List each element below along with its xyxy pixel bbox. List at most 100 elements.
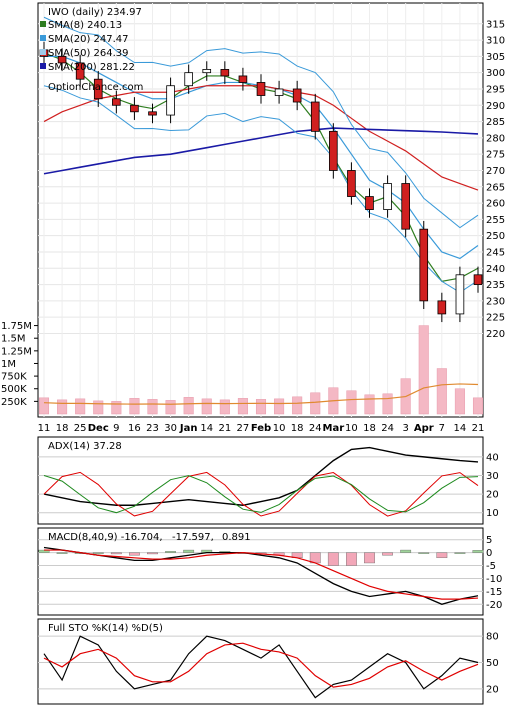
main-price-panel: 315 310 305 300 295 290 285 280 275 270 265 260 255 2… [1, 2, 505, 418]
sto-panel-frame [37, 618, 484, 705]
x-tick-label: Apr [414, 423, 434, 434]
candle-body [202, 69, 212, 74]
candle-body [130, 104, 139, 113]
x-tick-label: 7 [439, 423, 445, 434]
panel-tick-label: 50 [486, 658, 499, 669]
x-axis-labels: 11 18 25 Dec 9 16 23 30 Jan 14 21 27 Feb 10 18 24 Mar 10 1… [38, 423, 485, 434]
volume-bar [274, 398, 285, 415]
volume-bar [418, 325, 429, 415]
x-tick-label: 27 [237, 423, 250, 434]
lower-band-line [43, 85, 479, 294]
legend-swatch-sma50 [40, 49, 46, 55]
macd-hist-bar [400, 549, 412, 553]
candle-body [383, 183, 392, 211]
x-tick-label: 9 [113, 423, 119, 434]
macd-hist-bar [327, 552, 339, 566]
candle-body [437, 300, 447, 315]
x-tick-label: 16 [128, 423, 141, 434]
macd-panel-frame [37, 527, 484, 616]
macd-hist-bar [110, 552, 122, 555]
x-tick-label: 18 [291, 423, 304, 434]
volume-tick-label: 1.25M [1, 346, 32, 357]
sto-title: Full STO %K(14) %D(5) [48, 623, 163, 634]
x-tick-label: 18 [56, 423, 69, 434]
x-tick-label: Mar [323, 423, 345, 434]
macd-hist-bar [472, 550, 484, 553]
panel-tick-label: -5 [486, 561, 496, 572]
macd-hist-bar [436, 552, 448, 559]
price-tick-label: 220 [486, 329, 505, 340]
candle-body [365, 196, 374, 210]
panel-tick-label: 40 [486, 452, 499, 463]
volume-bar [364, 394, 375, 415]
volume-bar [93, 400, 104, 415]
x-tick-label: 18 [363, 423, 376, 434]
price-tick-label: 255 [486, 215, 505, 226]
volume-bar [237, 398, 248, 415]
candle-body [112, 98, 121, 106]
x-tick-label: 25 [74, 423, 87, 434]
volume-bar [472, 397, 484, 415]
x-tick-label: Feb [251, 423, 271, 434]
price-tick-label: 230 [486, 296, 505, 307]
volume-bar [292, 396, 303, 415]
x-tick-label: 14 [454, 423, 467, 434]
price-axis: 315 310 305 300 295 290 285 280 275 270 265 260 255 2… [486, 19, 505, 340]
main-grid [38, 3, 483, 417]
x-tick-label: 24 [381, 423, 394, 434]
volume-bar [75, 398, 86, 415]
candle-body [473, 274, 483, 285]
candle-body [93, 78, 103, 100]
volume-bar [454, 388, 465, 415]
volume-bar [129, 398, 140, 415]
price-tick-label: 300 [486, 68, 505, 79]
price-tick-label: 235 [486, 280, 505, 291]
candle-body [274, 88, 284, 96]
panel-tick-label: 5 [486, 535, 492, 546]
macd-panel: 5 0 -5 -10 -15 -20 MACD(8,40,9) -16.704, -17.… [37, 527, 502, 616]
legend-sma8: SMA(8) 240.13 [48, 20, 122, 31]
volume-tick-label: 250K [1, 397, 27, 408]
panel-tick-label: 80 [486, 632, 499, 643]
legend-sma50: SMA(50) 264.39 [48, 48, 129, 59]
price-tick-label: 225 [486, 313, 505, 324]
candle-body [401, 183, 410, 230]
price-tick-label: 285 [486, 117, 505, 128]
macd-hist-bar [92, 552, 104, 554]
macd-hist-bar [364, 552, 375, 564]
volume-bar [310, 392, 321, 415]
volume-tick-label: 750K [1, 372, 27, 383]
x-tick-label: Jan [179, 423, 198, 434]
price-tick-label: 310 [486, 36, 505, 47]
minus-di-line [43, 475, 479, 514]
sto-k-line [43, 635, 479, 699]
macd-grid: 5 0 -5 -10 -15 -20 [38, 535, 502, 611]
volume-bar [346, 390, 357, 415]
candle-body [75, 62, 85, 80]
plus-di-line [43, 471, 479, 517]
price-tick-label: 315 [486, 19, 505, 30]
volume-bar [436, 368, 447, 415]
candle-body [455, 274, 465, 315]
volume-tick-label: 1M [1, 359, 16, 370]
price-tick-label: 240 [486, 264, 505, 275]
panel-tick-label: -15 [486, 587, 502, 598]
adx-title: ADX(14) 37.28 [48, 441, 122, 452]
price-tick-label: 265 [486, 182, 505, 193]
candle-body [220, 69, 230, 77]
candle-body [166, 85, 175, 116]
macd-hist-bar [346, 552, 357, 566]
x-tick-label: 10 [273, 423, 286, 434]
ticker-label: IWO (daily) 234.97 [48, 7, 142, 18]
price-tick-label: 280 [486, 133, 505, 144]
legend-swatch-sma20 [40, 35, 46, 41]
x-tick-label: 3 [402, 423, 408, 434]
macd-hist-bar [165, 551, 176, 553]
macd-hist-bar [56, 552, 68, 554]
legend: IWO (daily) 234.97 SMA(8) 240.13 SMA(20)… [40, 7, 143, 93]
volume-bar [111, 401, 122, 415]
volume-bar [201, 398, 212, 415]
x-tick-label: 14 [200, 423, 213, 434]
x-tick-label: 11 [38, 423, 51, 434]
